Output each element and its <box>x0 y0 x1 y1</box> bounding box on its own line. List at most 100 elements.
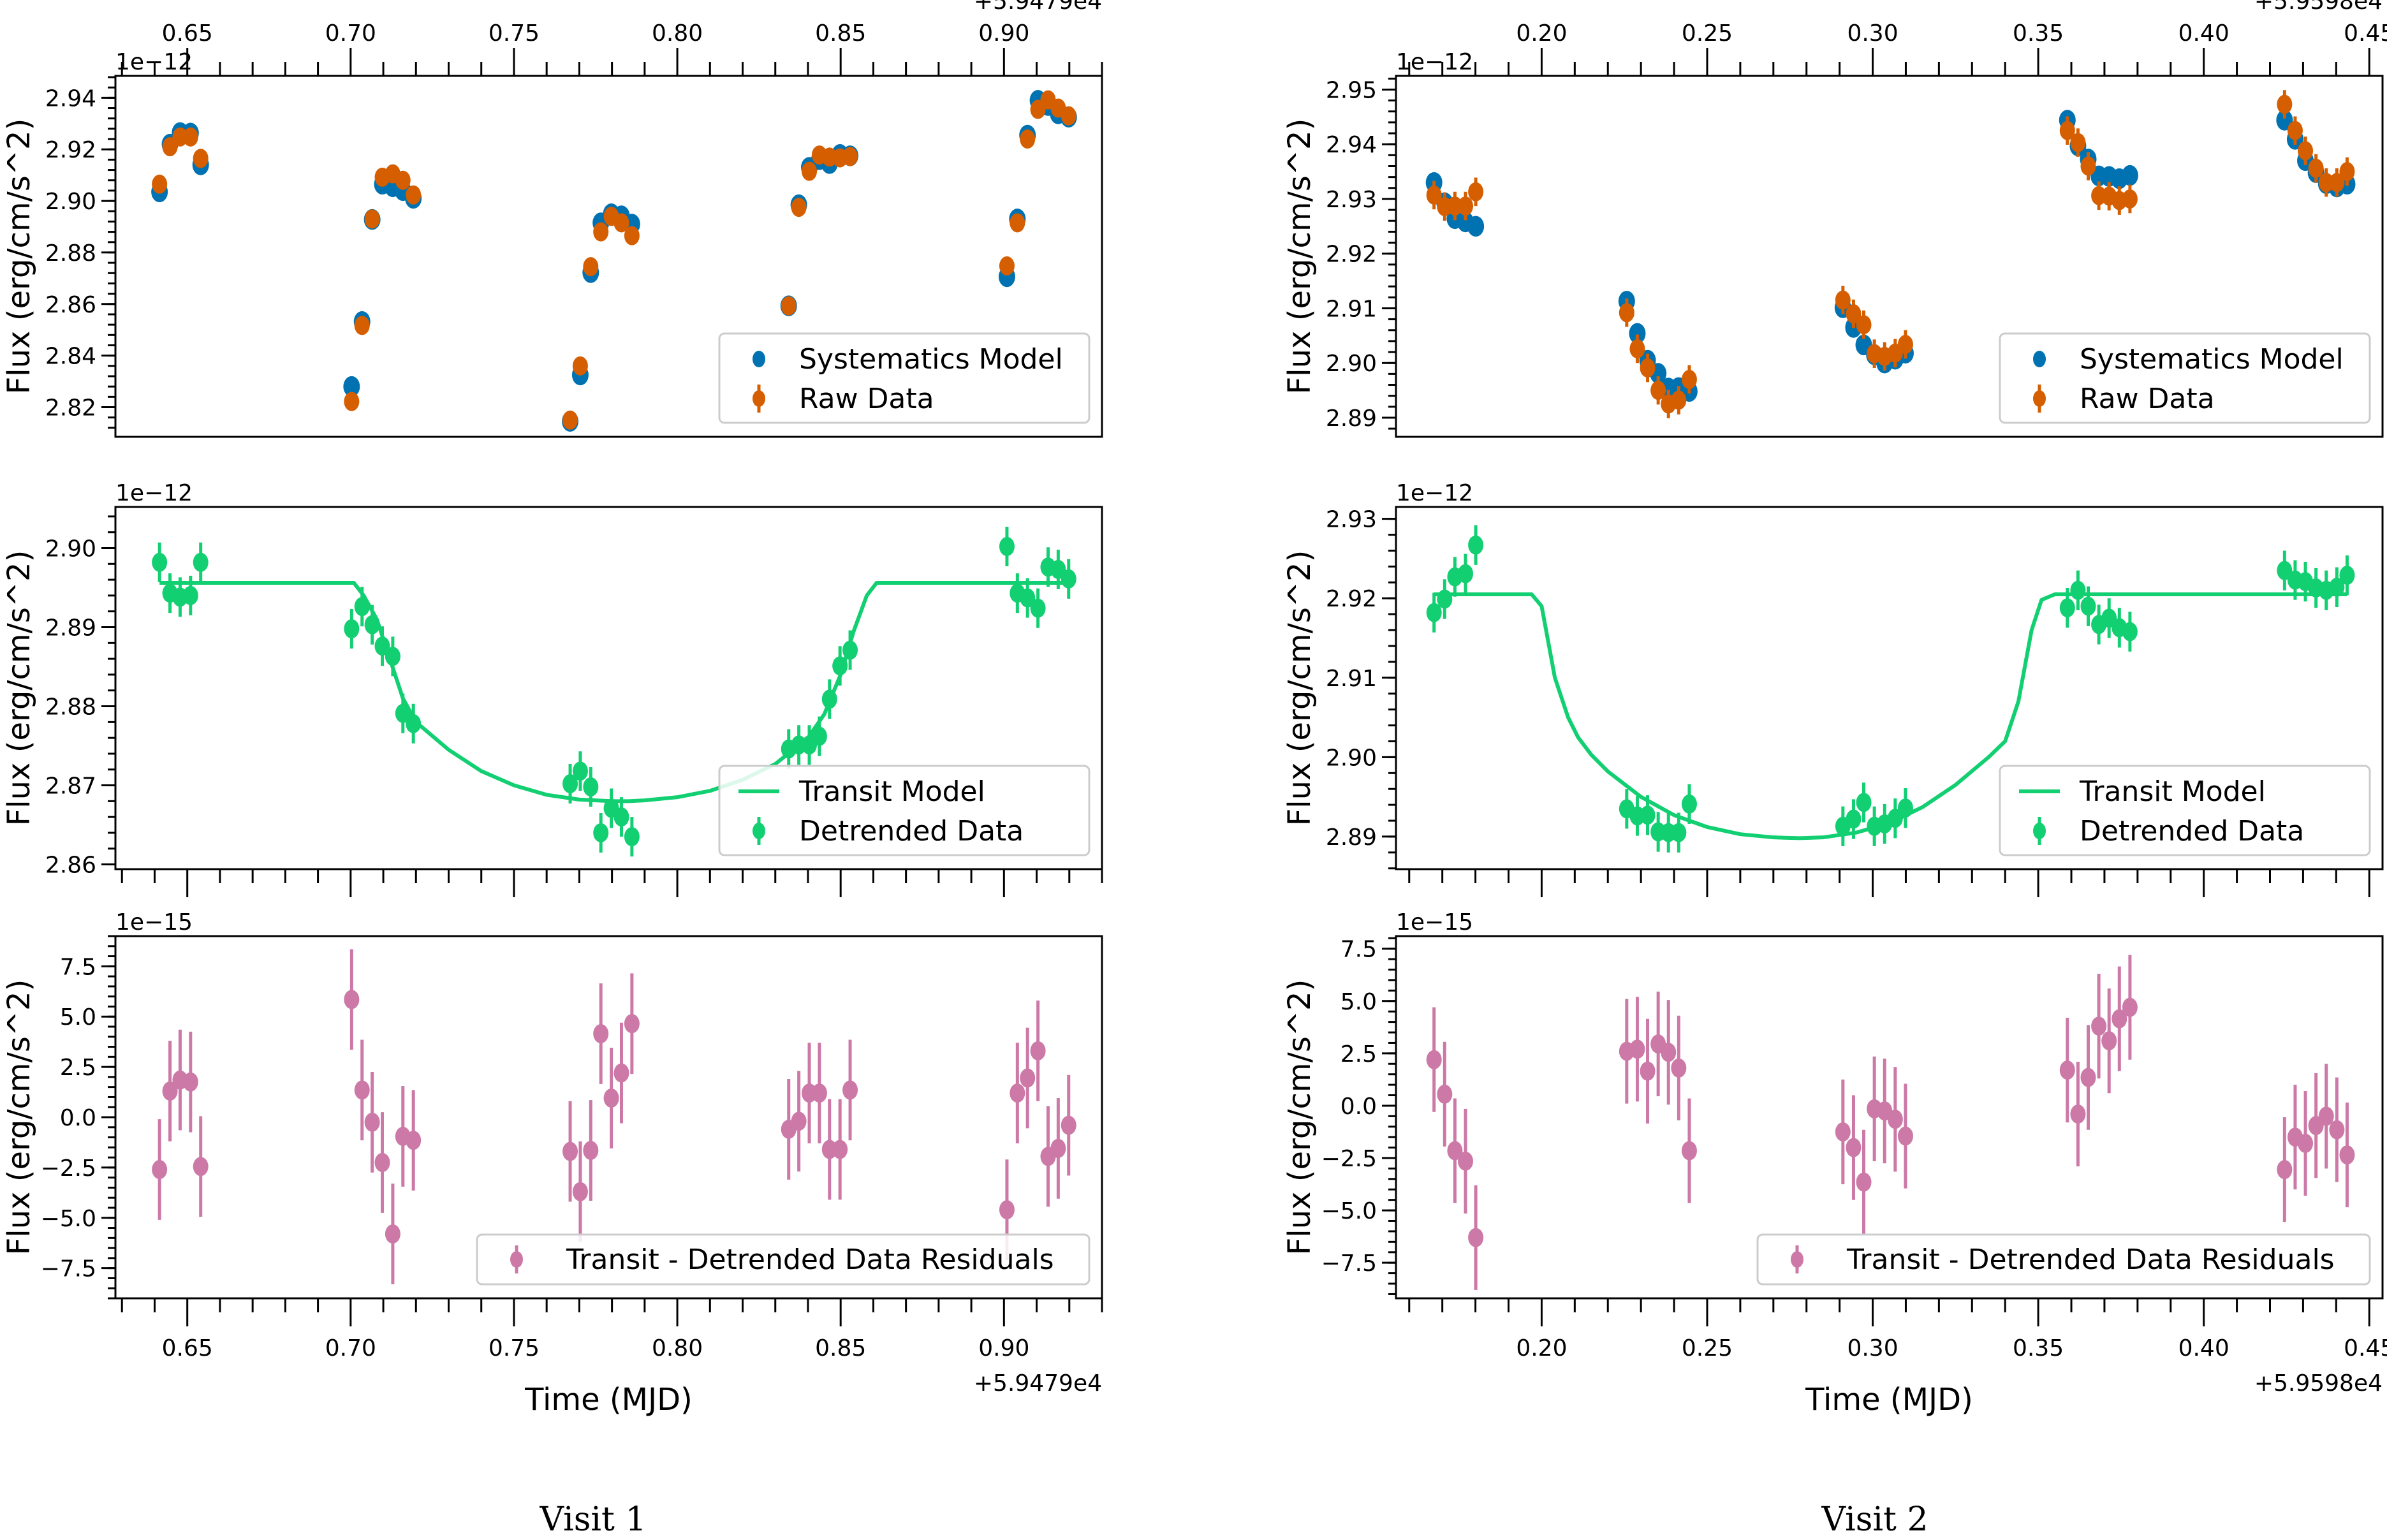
legend: Transit Model Detrended Data <box>1999 765 2371 856</box>
data-point <box>406 1131 422 1150</box>
data-point <box>152 1160 168 1180</box>
legend-label: Raw Data <box>2080 383 2215 415</box>
y-tick-label: 2.86 <box>45 292 96 318</box>
x-tick-label: 0.65 <box>162 20 213 47</box>
data-point <box>802 161 818 181</box>
y-tick-label: 2.93 <box>1326 187 1377 213</box>
data-point <box>562 774 578 794</box>
data-point <box>811 726 827 746</box>
data-point <box>583 257 599 277</box>
x-tick-label: 0.40 <box>2178 20 2229 47</box>
data-point <box>2122 189 2138 209</box>
data-point <box>2277 561 2293 580</box>
data-point <box>842 640 858 660</box>
data-point <box>624 827 640 847</box>
data-point <box>1447 196 1463 216</box>
y-tick-label: 2.89 <box>1326 825 1377 851</box>
legend-label: Raw Data <box>799 383 934 415</box>
y-scale-label: 1e−12 <box>115 480 193 506</box>
data-point <box>2080 1067 2096 1087</box>
legend: Transit Model Detrended Data <box>718 765 1091 856</box>
data-point <box>2059 598 2075 618</box>
data-point <box>162 1081 178 1101</box>
y-tick-label: −7.5 <box>1321 1250 1377 1277</box>
data-point <box>354 1080 370 1100</box>
data-point <box>1846 809 1862 829</box>
data-point <box>1437 589 1453 609</box>
legend-frame <box>718 332 1091 424</box>
data-point <box>2339 1145 2355 1165</box>
data-point <box>2329 577 2345 597</box>
axes-frame <box>1395 935 2384 1300</box>
data-point <box>2329 1120 2345 1140</box>
data-point <box>1897 798 1913 818</box>
legend-frame <box>1999 332 2371 424</box>
y-tick-label: 2.94 <box>1326 132 1377 158</box>
data-point <box>1050 1138 1066 1158</box>
data-point <box>842 147 858 166</box>
legend-marker-icon <box>753 823 765 839</box>
data-point <box>821 689 837 709</box>
x-tick-label: 0.30 <box>1847 20 1898 47</box>
y-tick-label: 2.5 <box>60 1055 96 1081</box>
data-point <box>1629 323 1646 344</box>
x-offset-label: +5.9479e4 <box>974 0 1102 15</box>
series-transit-detrended-data-residuals <box>152 949 1076 1284</box>
data-point <box>193 1157 209 1177</box>
x-tick-label: 0.90 <box>978 20 1029 47</box>
x-tick-label: 0.25 <box>1682 20 1733 47</box>
panel-v2-bot: −7.5 −5.0 −2.5 0.0 2.5 5.0 7.5 1e−15 0.20 0.25 0.3… <box>1282 909 2387 1418</box>
data-point <box>1010 1083 1025 1103</box>
x-tick-label: 0.65 <box>162 1335 213 1361</box>
data-point <box>364 209 380 229</box>
y-tick-label: 2.91 <box>1326 296 1377 322</box>
data-point <box>1640 358 1656 378</box>
legend-label: Systematics Model <box>799 343 1063 376</box>
data-point <box>1681 794 1697 814</box>
y-tick-label: −5.0 <box>1321 1198 1377 1224</box>
y-tick-label: 2.93 <box>1326 507 1377 533</box>
y-tick-label: 2.82 <box>45 395 96 422</box>
data-point <box>1468 535 1484 555</box>
legend-label: Transit Model <box>2079 775 2266 808</box>
data-point <box>781 296 797 316</box>
y-tick-label: 2.88 <box>45 694 96 721</box>
data-point <box>385 1224 400 1244</box>
x-tick-label: 0.40 <box>2178 1335 2229 1361</box>
x-tick-label: 0.85 <box>815 1335 866 1361</box>
y-tick-label: −2.5 <box>1321 1146 1377 1172</box>
data-point <box>593 823 609 842</box>
y-tick-label: 2.94 <box>45 85 96 112</box>
data-point <box>2122 622 2138 642</box>
y-axis-label: Flux (erg/cm/s^2) <box>1282 979 1318 1256</box>
x-tick-label: 0.20 <box>1516 1335 1567 1361</box>
panel-v2-top: 2.89 2.90 2.91 2.92 2.93 2.94 2.95 1e−12 0.20 0.2… <box>1282 0 2387 438</box>
data-point <box>1437 1084 1453 1104</box>
data-point <box>624 1014 640 1034</box>
y-axis-label: Flux (erg/cm/s^2) <box>1 550 37 826</box>
x-offset-label: +5.9479e4 <box>974 1370 1102 1397</box>
data-point <box>1458 564 1474 583</box>
y-tick-label: 2.89 <box>1326 406 1377 432</box>
data-point <box>395 170 411 190</box>
y-tick-label: −7.5 <box>41 1256 96 1282</box>
y-tick-label: 2.86 <box>45 853 96 879</box>
data-point <box>2287 121 2303 140</box>
legend-label: Transit Model <box>798 775 985 808</box>
data-point <box>1468 1228 1484 1247</box>
data-point <box>182 127 198 147</box>
x-tick-label: 0.30 <box>1847 1335 1898 1361</box>
data-point <box>2318 173 2334 193</box>
data-point <box>2277 94 2293 114</box>
y-tick-label: 5.0 <box>60 1004 96 1030</box>
data-point <box>1458 1151 1474 1171</box>
x-tick-label: 0.45 <box>2344 20 2387 47</box>
data-point <box>1030 1041 1046 1060</box>
data-point <box>593 1024 609 1044</box>
x-tick-label: 0.80 <box>652 1335 703 1361</box>
data-point <box>1846 304 1862 324</box>
x-tick-label: 0.35 <box>2013 1335 2064 1361</box>
data-point <box>572 761 588 781</box>
legend-label: Transit - Detrended Data Residuals <box>1846 1243 2335 1276</box>
y-tick-label: 0.0 <box>60 1105 96 1131</box>
